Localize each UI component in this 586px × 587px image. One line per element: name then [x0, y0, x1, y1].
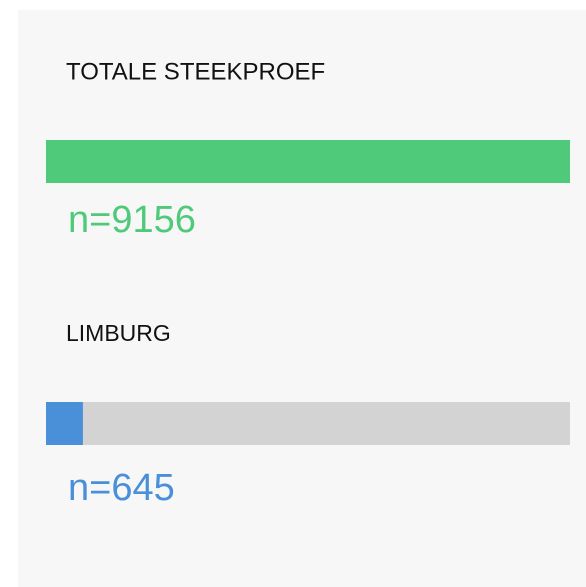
category-label: LIMBURG [66, 320, 171, 346]
bar [46, 402, 83, 445]
category-label: TOTALE STEEKPROEF [66, 58, 325, 85]
bar-track [46, 402, 570, 445]
value-label: n=645 [68, 467, 175, 509]
value-label: n=9156 [68, 199, 196, 241]
bar [46, 140, 570, 183]
panel [18, 10, 586, 587]
